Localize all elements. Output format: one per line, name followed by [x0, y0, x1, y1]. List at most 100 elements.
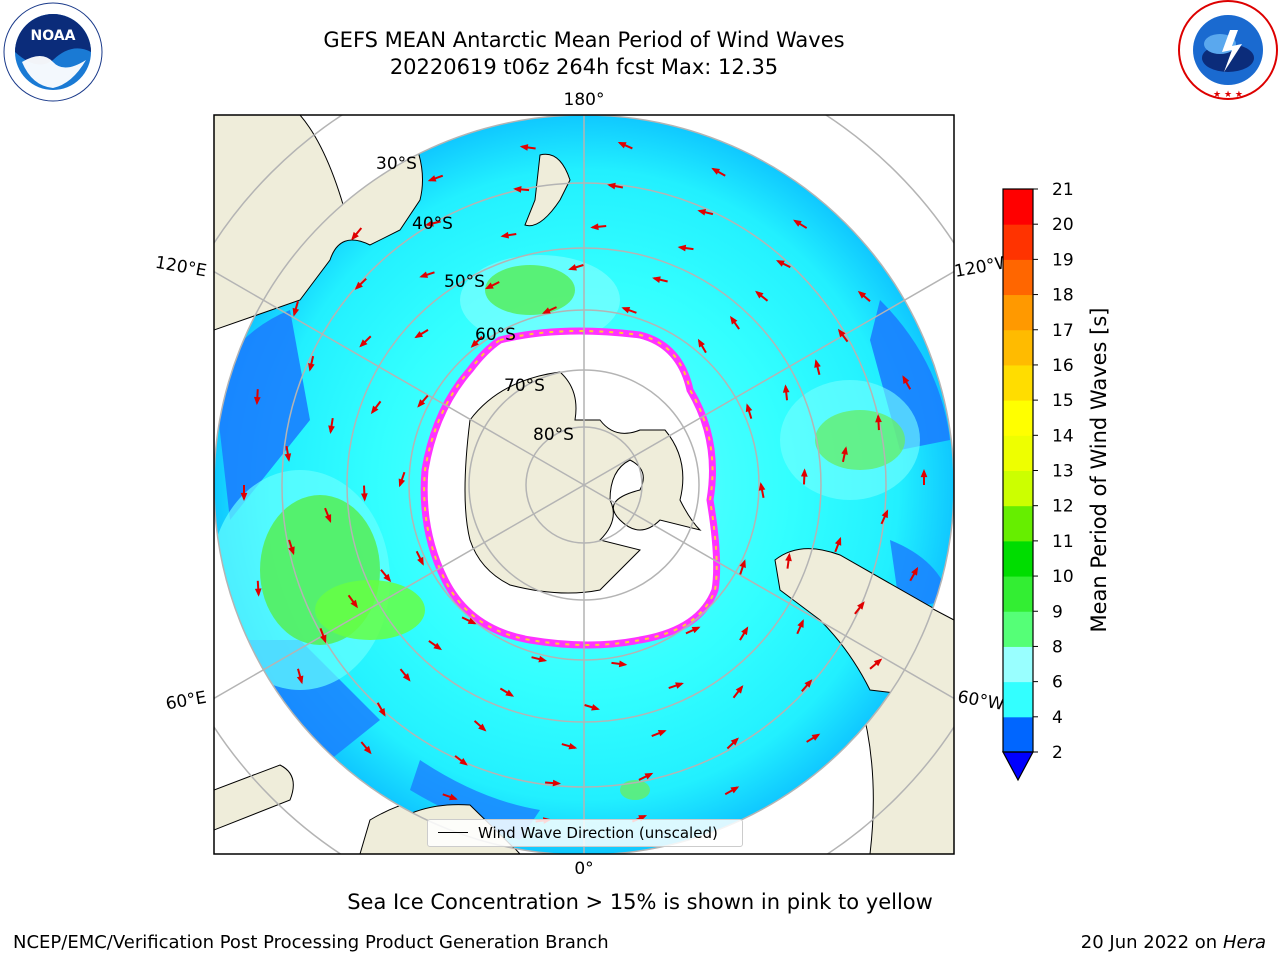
colorbar-bin [1003, 470, 1033, 507]
wave-direction-arrowhead [730, 737, 739, 746]
parallel-label-70s: 70°S [504, 376, 545, 396]
wave-direction-arrowhead [873, 658, 883, 667]
wave-direction-arrowhead [785, 552, 792, 562]
new-zealand-land [524, 153, 571, 227]
sea-ice-caption: Sea Ice Concentration > 15% is shown in … [347, 890, 933, 914]
colorbar-bin [1003, 224, 1033, 260]
colorbar: 2 4 6 8 9 10 11 12 13 14 15 16 17 18 19 20 21 [1001, 180, 1074, 782]
wave-direction-arrowhead [363, 745, 372, 755]
wave-direction-arrowhead [240, 492, 248, 501]
parallel-label-30s: 30°S [376, 154, 417, 174]
wave-direction-arrowhead [782, 384, 790, 393]
wave-direction-arrowhead [644, 772, 654, 780]
wave-direction-arrowhead [351, 231, 359, 241]
legend-line-swatch [438, 832, 468, 833]
colorbar-extend-triangle [1001, 751, 1035, 782]
colorbar-label: Mean Period of Wind Waves [s] [1087, 308, 1111, 633]
wave-direction-arrowhead [800, 468, 808, 477]
wave-direction-arrowhead [618, 660, 628, 668]
wave-direction-arrowhead [378, 707, 386, 717]
noaa-logo-text: NOAA [31, 28, 76, 44]
colorbar-tick-label: 18 [1052, 286, 1074, 306]
wave-direction-arrowhead [370, 405, 379, 415]
colorbar-tick-label: 12 [1052, 497, 1074, 517]
colorbar-bin [1003, 189, 1033, 225]
wave-direction-arrowhead [513, 186, 522, 193]
wave-direction-arrowhead [284, 453, 292, 462]
wave-direction-arrowhead [320, 634, 327, 644]
wave-direction-arrowhead [433, 642, 443, 651]
colorbar-tick-label: 16 [1052, 356, 1074, 376]
wave-direction-arrowhead [500, 231, 510, 239]
wave-direction-arrowhead [697, 338, 705, 348]
antarctica-land [464, 371, 702, 594]
colorbar-bin [1003, 364, 1033, 401]
wave-direction-arrowhead [470, 339, 479, 348]
wave-direction-arrowhead [793, 219, 802, 227]
wave-direction-arrowhead [417, 399, 426, 408]
wave-direction-arrowhead [621, 306, 631, 314]
wave-direction-arrowhead [837, 328, 846, 338]
wave-direction-arrowhead [881, 509, 889, 519]
colorbar-tick-label: 17 [1052, 321, 1074, 341]
meridian-label-60e: 60°E [164, 688, 208, 715]
wave-direction-arrowhead [755, 290, 764, 299]
colorbar-tick-label: 9 [1052, 602, 1063, 622]
wave-direction-arrowhead [697, 209, 707, 216]
wave-direction-arrowhead [296, 675, 304, 685]
colorbar-tick-label: 15 [1052, 391, 1074, 411]
madagascar-land [214, 764, 294, 831]
wave-period-band-high [485, 265, 575, 315]
wave-direction-arrowhead [417, 556, 424, 566]
wave-period-band-high [815, 410, 905, 470]
colorbar-tick-label: 2 [1052, 743, 1063, 763]
wave-direction-arrowhead [459, 757, 468, 766]
wave-direction-arrowhead [328, 425, 335, 434]
colorbar-bin [1003, 716, 1033, 753]
colorbar-tick-label: 11 [1052, 532, 1074, 552]
wave-direction-arrowhead [359, 339, 368, 348]
colorbar-bin [1003, 435, 1033, 471]
wave-direction-arrowhead [419, 271, 429, 278]
wave-direction-arrowhead [857, 290, 867, 299]
meridian-label-60w: 60°W [956, 687, 1006, 715]
wave-direction-arrowhead [675, 682, 684, 689]
wave-direction-arrowhead [857, 601, 865, 610]
wave-direction-arrowhead [758, 482, 766, 491]
wave-direction-arrowhead [254, 588, 262, 597]
colorbar-bin [1003, 329, 1033, 366]
wave-direction-arrowhead [652, 276, 661, 283]
wave-direction-arrowhead [911, 566, 919, 576]
colorbar-tick-label: 13 [1052, 462, 1074, 482]
wave-direction-arrowhead [484, 282, 494, 290]
wave-direction-arrowhead [354, 281, 363, 290]
wave-direction-arrowhead [505, 689, 515, 697]
graticule [214, 115, 954, 854]
wave-direction-arrowhead [288, 546, 295, 556]
wave-direction-arrowhead [804, 679, 813, 688]
parallel-label-40s: 40°S [412, 214, 453, 234]
wave-direction-arrowhead [902, 375, 910, 385]
colorbar-tick-label: 20 [1052, 215, 1074, 235]
wave-direction-arrowhead [711, 167, 721, 175]
parallel-label-50s: 50°S [444, 272, 485, 292]
wave-direction-arrowhead [383, 573, 392, 583]
wave-direction-arrowhead [677, 244, 687, 252]
wave-direction-arrowhead [811, 733, 821, 741]
wave-direction-arrowhead [568, 742, 578, 750]
wave-direction-arrowhead [590, 223, 599, 231]
colorbar-bin [1003, 259, 1033, 296]
wave-direction-arrowhead [617, 141, 627, 149]
wave-direction-arrowhead [775, 260, 785, 267]
meridian-label-120e: 120°E [154, 253, 208, 282]
wave-direction-arrowhead [478, 723, 487, 732]
wave-direction-arrowhead [402, 673, 411, 682]
wave-direction-arrowhead [607, 182, 616, 190]
colorbar-bin [1003, 681, 1033, 718]
colorbar-bin [1003, 400, 1033, 436]
chart-subtitle: 20220619 t06z 264h fcst Max: 12.35 [389, 55, 779, 79]
wave-direction-arrowhead [414, 331, 424, 339]
wave-direction-arrowhead [467, 617, 477, 625]
colorbar-tick-label: 14 [1052, 426, 1074, 446]
wave-direction-arrowhead [739, 559, 746, 569]
